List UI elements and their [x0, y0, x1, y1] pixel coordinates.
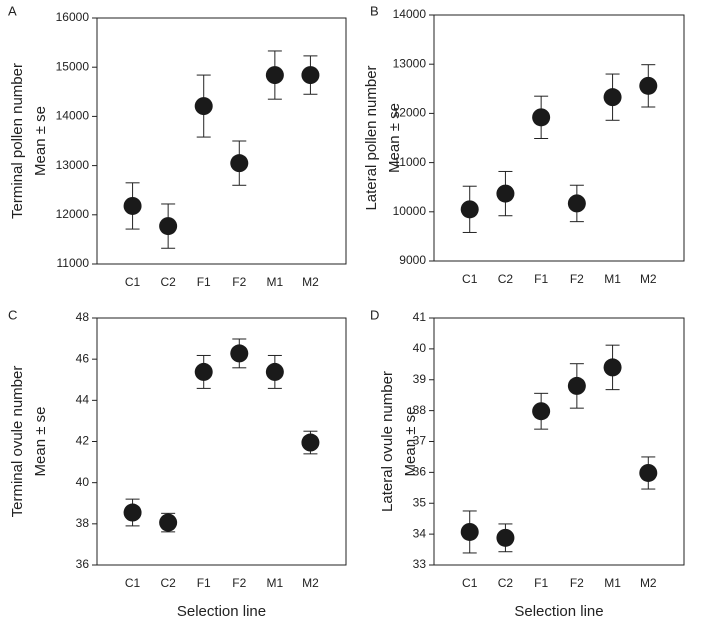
y-tick-label: 15000 [56, 59, 90, 73]
y-tick-label: 44 [76, 393, 90, 407]
x-tick-label: C2 [160, 576, 176, 590]
x-tick-label: M1 [267, 275, 284, 289]
x-axis-label: Selection line [177, 603, 266, 620]
mean-dot [265, 66, 284, 85]
panel-label: D [370, 307, 379, 322]
y-tick-label: 40 [76, 475, 90, 489]
mean-dot [301, 66, 320, 85]
x-tick-label: M1 [267, 576, 284, 590]
x-tick-label: C2 [160, 275, 176, 289]
y-axis-label: Mean ± se [402, 407, 419, 477]
mean-dot [194, 362, 213, 381]
y-tick-label: 34 [413, 526, 427, 540]
x-tick-label: M2 [640, 272, 657, 286]
y-tick-label: 48 [76, 310, 90, 324]
panel-label: B [370, 3, 379, 18]
x-tick-label: F2 [232, 275, 246, 289]
y-tick-label: 13000 [393, 56, 427, 70]
x-tick-label: F1 [197, 275, 211, 289]
x-tick-label: M2 [302, 275, 319, 289]
mean-dot [639, 76, 658, 95]
x-tick-label: F2 [570, 272, 584, 286]
mean-dot [123, 503, 142, 522]
x-tick-label: C1 [125, 576, 141, 590]
y-axis-label: Mean ± se [32, 407, 49, 477]
x-tick-label: C2 [498, 272, 514, 286]
x-tick-label: M2 [302, 576, 319, 590]
y-tick-label: 41 [413, 310, 427, 324]
plot-frame [433, 14, 685, 262]
y-tick-label: 33 [413, 557, 427, 571]
x-tick-label: F1 [534, 576, 548, 590]
x-tick-label: F1 [197, 576, 211, 590]
mean-dot [496, 184, 515, 203]
y-axis-label: Terminal pollen number [9, 63, 26, 219]
x-tick-label: C1 [462, 576, 478, 590]
y-axis-label: Lateral ovule number [379, 371, 396, 512]
y-tick-label: 40 [413, 341, 427, 355]
x-tick-label: C2 [498, 576, 514, 590]
y-tick-label: 11000 [57, 256, 90, 270]
panel-label: A [8, 3, 17, 18]
mean-dot [159, 217, 178, 236]
panel-label: C [8, 307, 17, 322]
mean-dot [460, 200, 479, 219]
y-tick-label: 37 [413, 434, 427, 448]
mean-dot [603, 88, 622, 107]
x-tick-label: F1 [534, 272, 548, 286]
mean-dot [159, 513, 178, 532]
y-tick-label: 14000 [393, 7, 427, 21]
y-tick-label: 42 [76, 434, 90, 448]
mean-dot [532, 402, 551, 421]
mean-dot [460, 522, 479, 541]
x-tick-label: C1 [462, 272, 478, 286]
y-tick-label: 36 [413, 465, 427, 479]
y-tick-label: 13000 [56, 158, 90, 172]
mean-dot [532, 108, 551, 127]
mean-dot [194, 97, 213, 116]
y-tick-label: 16000 [56, 10, 90, 24]
y-axis-label: Mean ± se [386, 103, 403, 173]
y-tick-label: 12000 [393, 106, 427, 120]
mean-dot [639, 463, 658, 482]
y-axis-label: Terminal ovule number [9, 366, 26, 518]
plot-frame [96, 17, 347, 265]
y-tick-label: 38 [76, 516, 90, 530]
mean-dot [603, 358, 622, 377]
y-tick-label: 46 [76, 351, 90, 365]
y-tick-label: 11000 [394, 155, 427, 169]
x-tick-label: M2 [640, 576, 657, 590]
y-axis-label: Lateral pollen number [363, 65, 380, 210]
mean-dot [123, 196, 142, 215]
mean-dot [230, 154, 249, 173]
y-tick-label: 39 [413, 372, 427, 386]
y-tick-label: 38 [413, 403, 427, 417]
y-tick-label: 36 [76, 557, 90, 571]
mean-dot [496, 528, 515, 547]
x-tick-label: F2 [570, 576, 584, 590]
y-tick-label: 9000 [399, 253, 426, 267]
x-tick-label: C1 [125, 275, 141, 289]
x-tick-label: M1 [604, 576, 621, 590]
mean-dot [301, 433, 320, 452]
y-axis-label: Mean ± se [32, 106, 49, 176]
mean-dot [265, 362, 284, 381]
x-tick-label: M1 [604, 272, 621, 286]
y-tick-label: 35 [413, 495, 427, 509]
mean-dot [567, 194, 586, 213]
mean-dot [230, 344, 249, 363]
x-axis-label: Selection line [514, 603, 603, 620]
y-tick-label: 10000 [393, 204, 427, 218]
mean-dot [567, 376, 586, 395]
x-tick-label: F2 [232, 576, 246, 590]
y-tick-label: 14000 [56, 109, 90, 123]
y-tick-label: 12000 [56, 207, 90, 221]
